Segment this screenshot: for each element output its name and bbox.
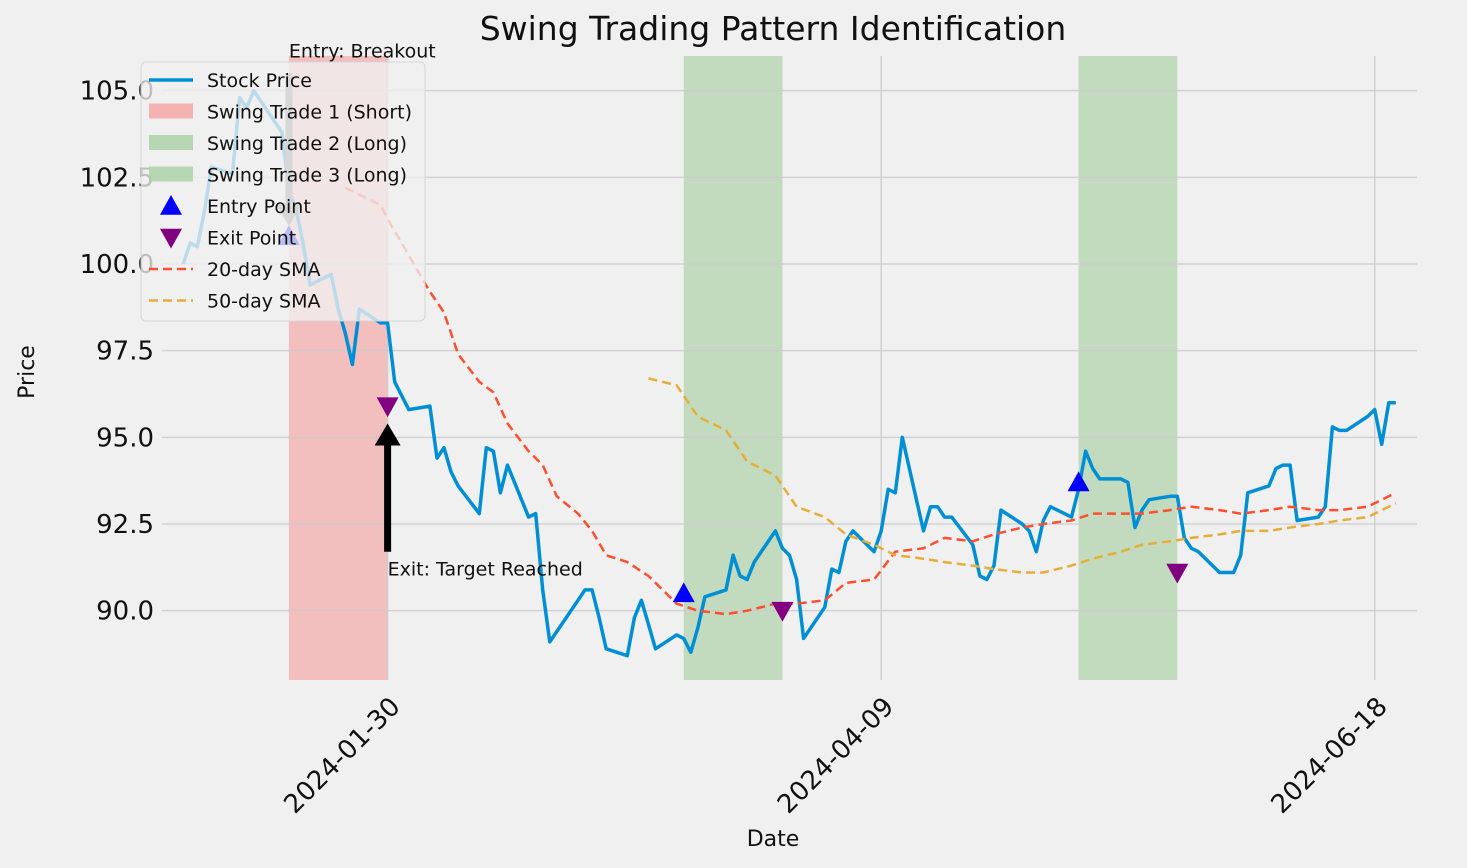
legend-label-5: Exit Point bbox=[207, 228, 296, 250]
plot-area: 90.092.595.097.5100.0102.5105.02024-01-3… bbox=[80, 40, 1417, 820]
annotation-text-2: Exit: Target Reached bbox=[388, 559, 583, 581]
entry-point-marker-2 bbox=[672, 582, 695, 603]
annotation-arrow-head-2 bbox=[374, 423, 401, 446]
legend-swatch-2 bbox=[149, 135, 193, 150]
legend-label-4: Entry Point bbox=[207, 196, 311, 218]
chart-title: Swing Trading Pattern Identification bbox=[480, 9, 1067, 48]
y-axis-label: Price bbox=[15, 345, 40, 399]
legend-swatch-4 bbox=[160, 195, 182, 215]
exit-point-marker-2 bbox=[771, 601, 794, 622]
legend-label-1: Swing Trade 1 (Short) bbox=[207, 102, 412, 124]
y-tick-label-3: 97.5 bbox=[96, 337, 154, 367]
legend-label-7: 50-day SMA bbox=[207, 291, 320, 313]
series-line-stock-price bbox=[181, 88, 1396, 658]
legend-label-0: Stock Price bbox=[207, 70, 312, 92]
legend-swatch-5 bbox=[160, 228, 182, 249]
legend-label-2: Swing Trade 2 (Long) bbox=[207, 133, 407, 155]
x-axis-label: Date bbox=[747, 827, 800, 852]
y-tick-label-1: 92.5 bbox=[96, 510, 154, 540]
series-line-20-day-sma bbox=[344, 186, 1397, 616]
shaded-region-2 bbox=[683, 56, 783, 680]
shaded-region-3 bbox=[1078, 56, 1178, 680]
legend-label-3: Swing Trade 3 (Long) bbox=[207, 165, 407, 187]
legend-label-6: 20-day SMA bbox=[207, 259, 320, 281]
entry-point-marker-3 bbox=[1067, 471, 1090, 492]
legend-swatch-3 bbox=[149, 166, 193, 182]
exit-point-marker-3 bbox=[1166, 563, 1189, 584]
legend-box bbox=[140, 61, 426, 322]
exit-point-marker-1 bbox=[376, 397, 399, 418]
legend-swatch-1 bbox=[149, 103, 193, 119]
series-line-50-day-sma bbox=[648, 377, 1397, 574]
y-tick-label-2: 95.0 bbox=[96, 423, 154, 453]
y-tick-label-0: 90.0 bbox=[96, 597, 154, 627]
annotation-text-1: Entry: Breakout bbox=[289, 40, 436, 62]
